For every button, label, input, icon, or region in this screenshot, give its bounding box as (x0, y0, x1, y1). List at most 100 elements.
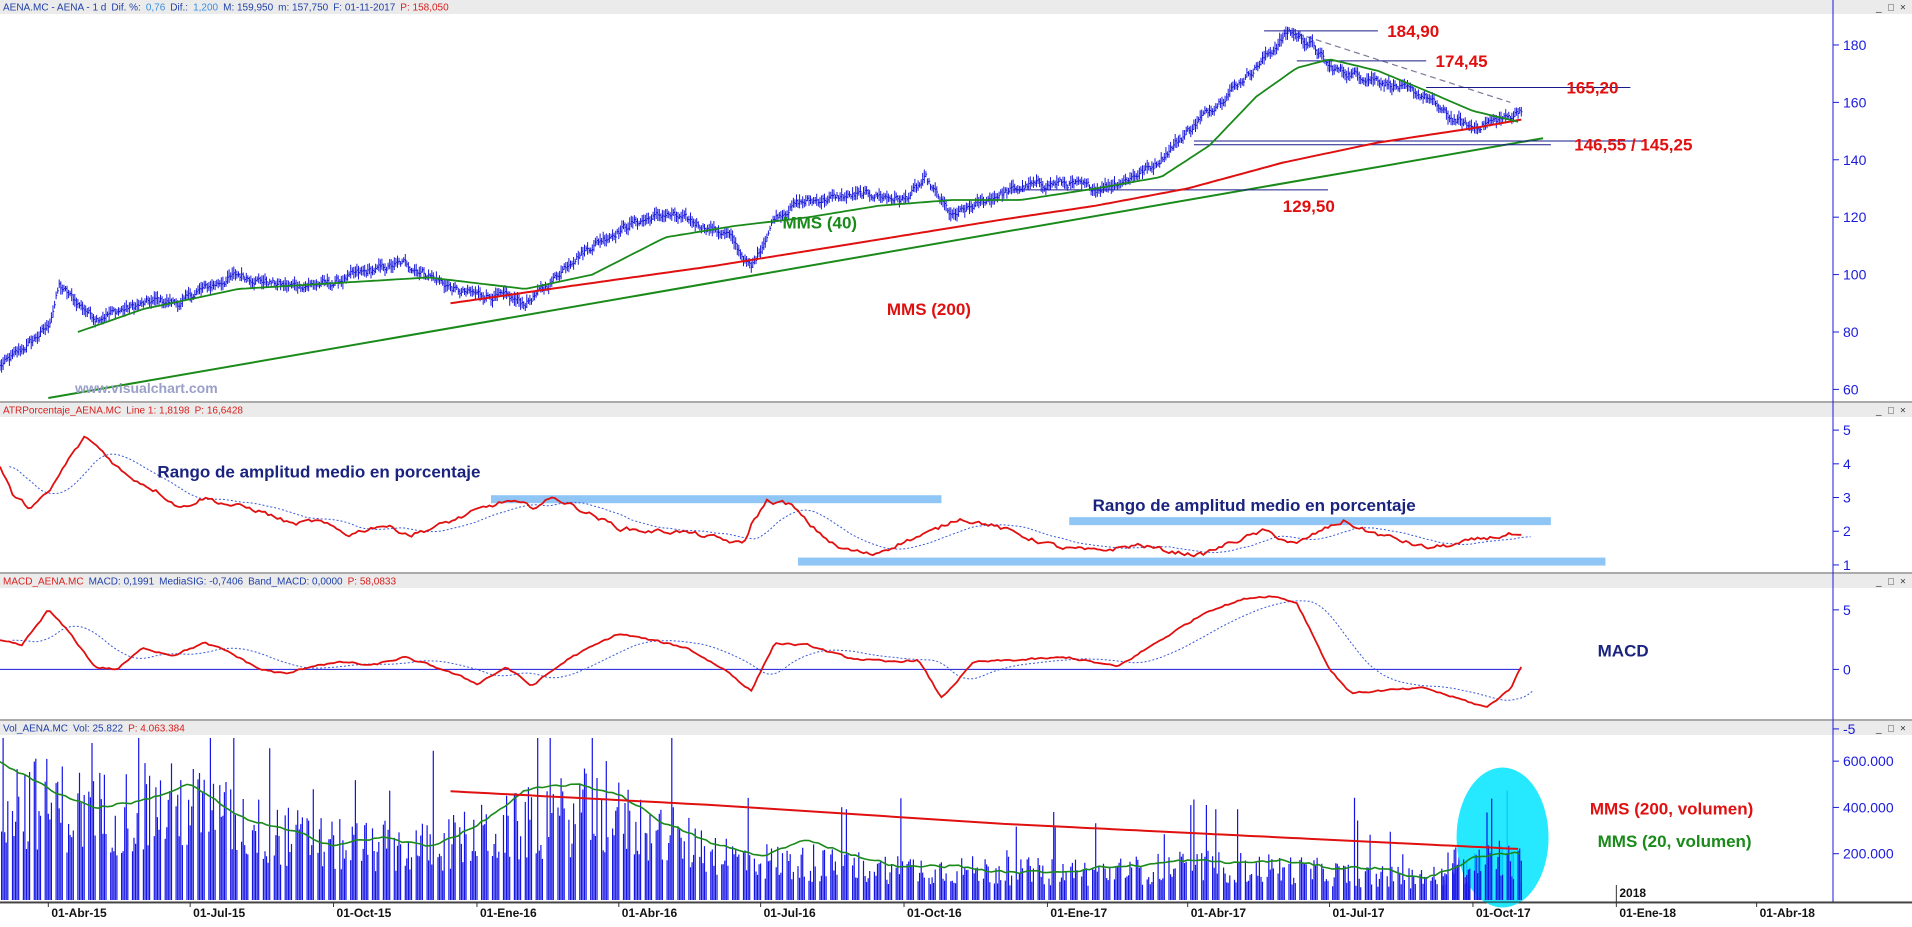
support-trendline (48, 137, 1544, 399)
maximize-button[interactable]: □ (1888, 724, 1894, 735)
level-label: 146,55 / 145,25 (1574, 136, 1692, 155)
atr-y-tick-label: 3 (1843, 490, 1851, 506)
volume-annotation: MMS (200, volumen) (1590, 799, 1753, 818)
level-label: 165,20 (1566, 78, 1618, 97)
minimize-button[interactable]: _ (1875, 577, 1882, 588)
atr-header-field: ATRPorcentaje_AENA.MC (3, 406, 121, 417)
x-tick-label: 01-Jul-15 (193, 906, 245, 920)
minimize-button[interactable]: _ (1875, 406, 1882, 417)
volume-annotation: MMS (20, volumen) (1598, 832, 1752, 851)
vol-header-field: Vol: 25.822 (73, 724, 123, 735)
price-y-tick-label: 120 (1843, 209, 1867, 225)
minimize-button[interactable]: _ (1875, 724, 1882, 735)
resistance-trendline (1296, 32, 1511, 103)
price-annotation: MMS (40) (782, 214, 857, 233)
atr-band (798, 557, 1606, 566)
maximize-button[interactable]: □ (1888, 577, 1894, 588)
atr-annotation: Rango de amplitud medio en porcentaje (157, 462, 480, 481)
sma40-line (77, 58, 1519, 333)
x-tick-label: 01-Ene-16 (480, 906, 537, 920)
x-tick-label: 01-Oct-16 (907, 906, 962, 920)
price-y-tick-label: 60 (1843, 381, 1859, 397)
price-header-field: 0,76 (146, 3, 166, 14)
price-annotation: MMS (200) (887, 300, 971, 319)
volume-pane-header-bar (0, 721, 1912, 735)
macd-header-field: MediaSIG: -0,7406 (159, 577, 243, 588)
close-button[interactable]: × (1900, 724, 1906, 735)
price-header-field: m: 157,750 (278, 3, 328, 14)
close-button[interactable]: × (1900, 406, 1906, 417)
atr-pane-header-bar (0, 403, 1912, 417)
vol-y-tick-label: 200.000 (1843, 846, 1894, 862)
price-y-tick-label: 180 (1843, 37, 1867, 53)
year-marker-label: 2018 (1619, 886, 1646, 900)
price-y-tick-label: 100 (1843, 267, 1867, 283)
price-pane-header-bar (0, 0, 1912, 14)
maximize-button[interactable]: □ (1888, 406, 1894, 417)
macd-line (0, 595, 1523, 708)
vol-y-tick-label: 600.000 (1843, 753, 1894, 769)
macd-header-field: P: 58,0833 (348, 577, 397, 588)
macd-annotation: MACD (1598, 641, 1649, 660)
atr-signal-line (9, 453, 1531, 554)
level-label: 184,90 (1387, 22, 1439, 41)
macd-pane-header: MACD_AENA.MC MACD: 0,1991 MediaSIG: -0,740… (3, 577, 396, 588)
vol-y-tick-label: 400.000 (1843, 799, 1894, 815)
macd-y-tick-label: 5 (1843, 602, 1851, 618)
atr-y-tick-label: 4 (1843, 456, 1851, 472)
atr-band (1069, 517, 1551, 526)
price-header-field: Dif.: (170, 3, 188, 14)
price-header-field: M: 159,950 (223, 3, 273, 14)
price-header-field: Dif. %: (111, 3, 140, 14)
price-series (0, 26, 1523, 373)
close-button[interactable]: × (1900, 577, 1906, 588)
macd-y-tick-label: -5 (1843, 721, 1856, 737)
atr-plot: Rango de amplitud medio en porcentaje Ran… (0, 435, 1606, 566)
x-tick-label: 01-Ene-17 (1050, 906, 1107, 920)
x-tick-label: 01-Abr-18 (1760, 906, 1816, 920)
x-axis: 01-Abr-15 01-Jul-15 01-Oct-15 01-Ene-16 01-A… (0, 885, 1912, 920)
volume-sma200-line (450, 790, 1519, 850)
watermark: www.visualchart.com (74, 380, 218, 396)
x-tick-label: 01-Jul-16 (764, 906, 816, 920)
vol-header-field: P: 4.063.384 (128, 724, 185, 735)
atr-line (0, 435, 1522, 558)
vol-header-field: Vol_AENA.MC (3, 724, 68, 735)
price-plot: 184,90 174,45 165,20 146,55 / 145,25 129,50 M… (0, 22, 1692, 399)
macd-signal-line (12, 600, 1535, 701)
atr-y-tick-label: 2 (1843, 523, 1851, 539)
macd-pane-header-bar (0, 574, 1912, 588)
volume-plot: MMS (200, volumen) MMS (20, volumen) (0, 738, 1753, 908)
volume-sma20-line (0, 761, 1520, 880)
macd-plot: MACD (0, 595, 1649, 708)
close-button[interactable]: × (1900, 3, 1906, 14)
macd-header-field: MACD_AENA.MC (3, 577, 84, 588)
macd-header-field: MACD: 0,1991 (89, 577, 155, 588)
atr-header-field: Line 1: 1,8198 (126, 406, 190, 417)
x-tick-label: 01-Ene-18 (1619, 906, 1676, 920)
price-header-field: P: 158,050 (400, 3, 449, 14)
level-label: 174,45 (1436, 52, 1488, 71)
price-header-field: 1,200 (193, 3, 218, 14)
x-tick-label: 01-Oct-17 (1476, 906, 1531, 920)
price-y-tick-label: 160 (1843, 94, 1867, 110)
price-header-field: AENA.MC - AENA - 1 d (3, 3, 106, 14)
x-tick-label: 01-Abr-16 (622, 906, 678, 920)
volume-pane-header: Vol_AENA.MC Vol: 25.822 P: 4.063.384 (3, 724, 185, 735)
macd-y-tick-label: 0 (1843, 661, 1851, 677)
maximize-button[interactable]: □ (1888, 3, 1894, 14)
atr-y-tick-label: 5 (1843, 422, 1851, 438)
x-tick-label: 01-Abr-15 (51, 906, 107, 920)
price-y-tick-label: 80 (1843, 324, 1859, 340)
x-tick-label: 01-Oct-15 (337, 906, 392, 920)
x-tick-label: 01-Abr-17 (1191, 906, 1247, 920)
minimize-button[interactable]: _ (1875, 3, 1882, 14)
atr-band (490, 495, 942, 504)
volume-bars (1, 738, 1522, 900)
price-pane-header: AENA.MC - AENA - 1 d Dif. %: 0,76 Dif.: 1,20… (3, 3, 449, 14)
atr-annotation: Rango de amplitud medio en porcentaje (1093, 496, 1416, 515)
atr-header-field: P: 16,6428 (195, 406, 244, 417)
atr-pane-header: ATRPorcentaje_AENA.MC Line 1: 1,8198 P: 16… (3, 406, 243, 417)
